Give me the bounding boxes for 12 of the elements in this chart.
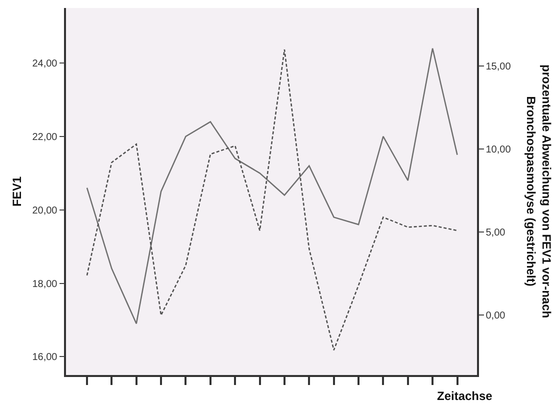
y2-axis-title: prozentuale Abweichung von FEV1 vor-nach Bronchospasmolyse (gestrichelt) bbox=[524, 64, 554, 318]
x-axis-title: Zeitachse bbox=[437, 389, 493, 403]
y-axis-title: FEV1 bbox=[10, 176, 24, 207]
y-tick-label: 20,00 bbox=[32, 205, 58, 216]
y-tick-label: 22,00 bbox=[32, 132, 58, 143]
y-tick-label: 16,00 bbox=[32, 352, 58, 364]
y2-tick-label: 5,00 bbox=[486, 228, 506, 239]
y2-tick-label: 10,00 bbox=[486, 144, 512, 156]
y-tick-label: 24,00 bbox=[32, 58, 58, 70]
y2-tick-label: 0,00 bbox=[486, 310, 506, 322]
y-tick-label: 18,00 bbox=[32, 278, 58, 290]
y2-tick-label: 15,00 bbox=[486, 62, 512, 73]
